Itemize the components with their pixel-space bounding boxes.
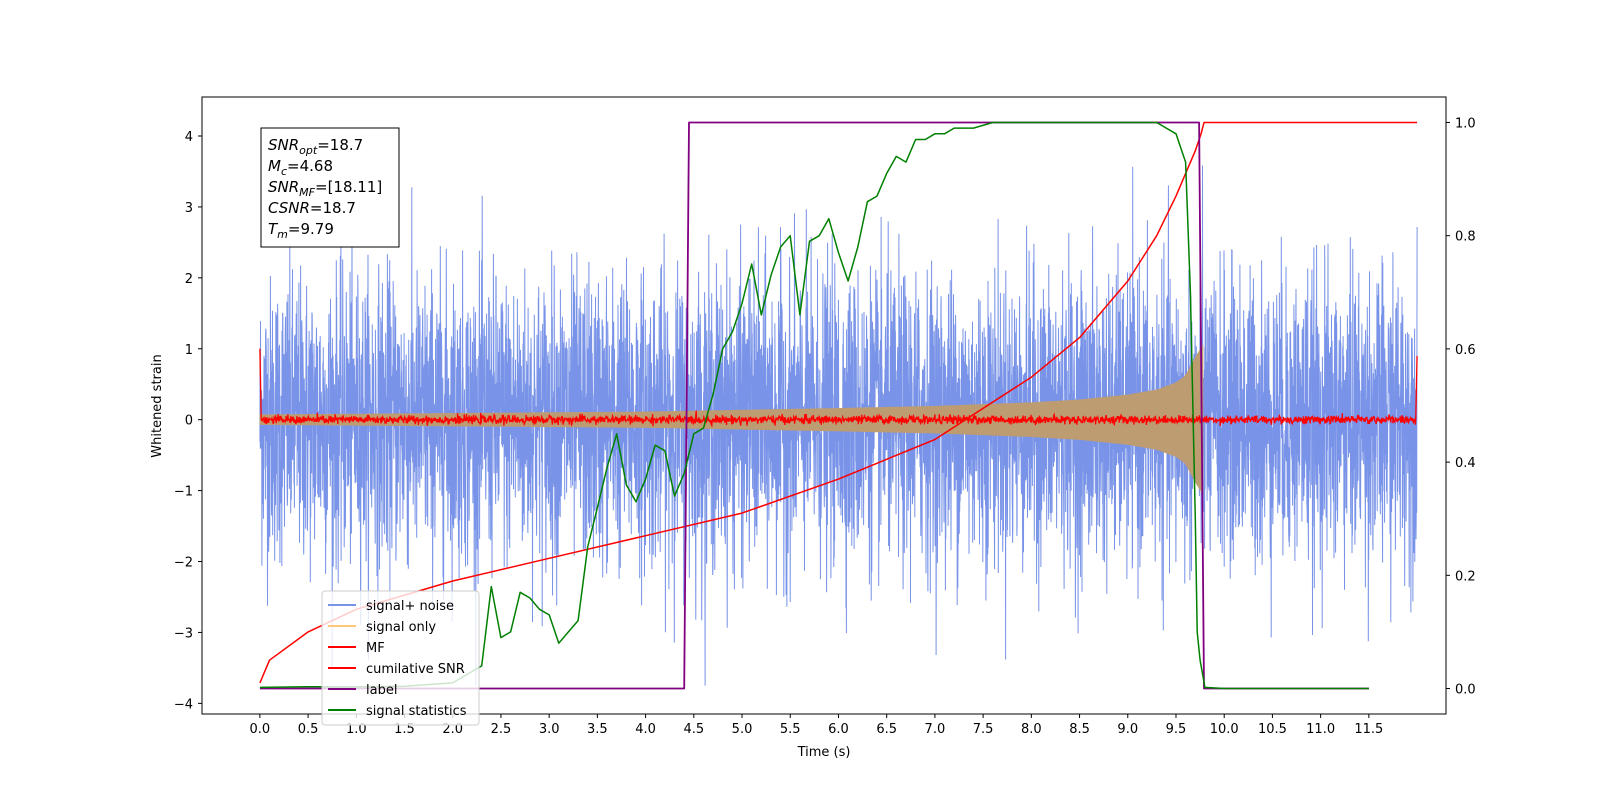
legend: signal+ noise signal only MF cumilative SNR… xyxy=(321,590,480,726)
y-tick-label: 0 xyxy=(185,414,193,429)
y2-tick-label: 0.0 xyxy=(1455,683,1476,698)
annotation-line: Tm=9.79 xyxy=(268,220,334,241)
y-tick-label: −3 xyxy=(174,626,193,641)
x-tick-label: 4.0 xyxy=(635,722,656,737)
x-tick-label: 10.0 xyxy=(1210,722,1239,737)
annotation-line: Mc=4.68 xyxy=(268,157,333,178)
x-tick-label: 7.5 xyxy=(973,722,994,737)
annotation-line: CSNR=18.7 xyxy=(268,199,356,217)
legend-label: signal+ noise xyxy=(366,599,454,614)
x-tick-label: 6.0 xyxy=(828,722,849,737)
x-tick-label: 5.0 xyxy=(732,722,753,737)
x-tick-label: 8.0 xyxy=(1021,722,1042,737)
x-tick-label: 0.0 xyxy=(250,722,271,737)
legend-label: cumilative SNR xyxy=(366,662,465,677)
x-tick-label: 8.5 xyxy=(1069,722,1090,737)
x-tick-label: 2.0 xyxy=(442,722,463,737)
annotation-box: SNRopt=18.7Mc=4.68SNRMF=[18.11]CSNR=18.7… xyxy=(260,127,400,248)
y2-tick-label: 0.6 xyxy=(1455,343,1476,358)
y-tick-label: 2 xyxy=(185,272,193,287)
x-tick-label: 1.5 xyxy=(394,722,415,737)
x-tick-label: 3.0 xyxy=(539,722,560,737)
legend-label: MF xyxy=(366,641,385,656)
x-tick-label: 10.5 xyxy=(1258,722,1287,737)
x-tick-label: 0.5 xyxy=(298,722,319,737)
x-tick-label: 5.5 xyxy=(780,722,801,737)
y-tick-label: 3 xyxy=(185,201,193,216)
x-tick-label: 7.0 xyxy=(925,722,946,737)
x-tick-label: 1.0 xyxy=(346,722,367,737)
y-tick-label: −1 xyxy=(174,485,193,500)
x-tick-label: 6.5 xyxy=(876,722,897,737)
annotation-line: SNRMF=[18.11] xyxy=(268,178,382,199)
x-axis: 0.0 0.5 1.0 1.5 2.0 2.5 3.0 3.5 4.0 4.5 5.0 5.5 6.0 6… xyxy=(250,714,1383,737)
x-tick-label: 9.5 xyxy=(1166,722,1187,737)
x-tick-label: 2.5 xyxy=(491,722,512,737)
legend-frame xyxy=(321,590,480,726)
y2-tick-label: 1.0 xyxy=(1455,116,1476,131)
x-tick-label: 4.5 xyxy=(683,722,704,737)
x-axis-title: Time (s) xyxy=(797,745,851,760)
y-axis-right: 1.0 0.8 0.6 0.4 0.2 0.0 xyxy=(1446,116,1476,698)
x-tick-label: 3.5 xyxy=(587,722,608,737)
annotation-line: SNRopt=18.7 xyxy=(268,136,363,157)
y-tick-label: −4 xyxy=(174,697,193,712)
x-tick-label: 9.0 xyxy=(1117,722,1138,737)
annotation-frame xyxy=(260,127,400,248)
x-tick-label: 11.0 xyxy=(1306,722,1335,737)
y-tick-label: 4 xyxy=(185,130,193,145)
series-mf xyxy=(259,348,1418,428)
series-signal-noise xyxy=(259,165,1418,686)
y-tick-label: 1 xyxy=(185,343,193,358)
y-tick-label: −2 xyxy=(174,556,193,571)
plot-area xyxy=(259,121,1418,690)
y-axis-title: Whitened strain xyxy=(150,354,165,457)
plot-frame xyxy=(201,96,1447,715)
y2-tick-label: 0.2 xyxy=(1455,569,1476,584)
y2-tick-label: 0.8 xyxy=(1455,230,1476,245)
x-tick-label: 11.5 xyxy=(1354,722,1383,737)
legend-label: signal only xyxy=(366,620,436,635)
series-signal-statistics xyxy=(259,121,1369,690)
y2-tick-label: 0.4 xyxy=(1455,456,1476,471)
legend-label: signal statistics xyxy=(366,704,467,719)
legend-label: label xyxy=(366,683,397,698)
y-axis-left: 4 3 2 1 0 −1 −2 −3 −4 xyxy=(174,130,202,712)
